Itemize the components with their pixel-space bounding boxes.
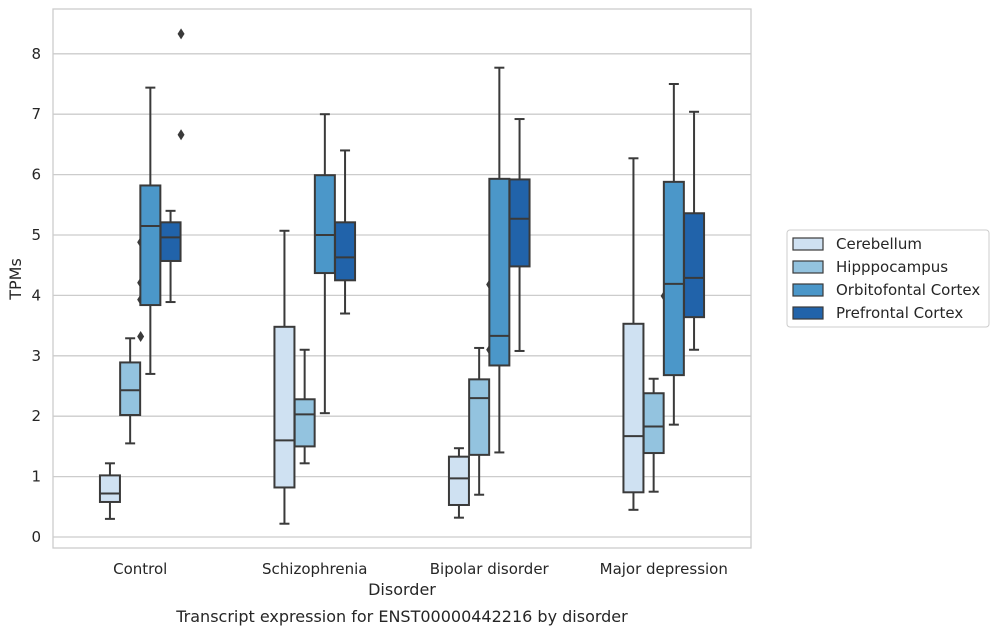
legend-label: Prefrontal Cortex: [836, 304, 963, 322]
y-tick-label: 5: [31, 226, 41, 244]
box-body: [98, 474, 121, 503]
y-axis-label: TPMs: [6, 258, 25, 301]
legend-frame: [786, 229, 990, 328]
legend-label: Hipppocampus: [836, 258, 948, 276]
y-tick-label: 3: [31, 347, 41, 365]
legend-label: Cerebellum: [836, 235, 922, 253]
box-body: [447, 455, 470, 506]
box-body: [468, 378, 491, 456]
box-orbitofontal-cortex: [662, 83, 685, 426]
x-tick-label: Schizophrenia: [262, 560, 367, 578]
box-body: [508, 178, 531, 268]
outlier-marker: [177, 129, 185, 141]
x-tick-label: Bipolar disorder: [430, 560, 550, 578]
box-body: [334, 221, 357, 282]
plot-frame: [52, 8, 752, 549]
box-groups: [98, 28, 706, 525]
legend-swatch: [792, 306, 824, 320]
x-axis-label: Disorder: [368, 580, 436, 599]
box-orbitofontal-cortex: [488, 66, 511, 454]
box-body: [139, 184, 162, 307]
box-prefrontal-cortex: [159, 28, 185, 304]
y-tick-label: 2: [31, 407, 41, 425]
box-body: [642, 392, 665, 455]
outlier-marker: [137, 330, 145, 342]
box-body: [488, 177, 511, 367]
y-tick-label: 4: [31, 286, 41, 304]
y-tick-label: 8: [31, 45, 41, 63]
legend-swatch: [792, 283, 824, 297]
box-hipppocampus: [468, 279, 494, 496]
chart-caption: Transcript expression for ENST0000044221…: [175, 607, 628, 626]
box-orbitofontal-cortex: [139, 86, 162, 375]
box-body: [622, 322, 645, 494]
legend-swatch: [792, 260, 824, 274]
box-hipppocampus: [119, 236, 145, 445]
box-hipppocampus: [293, 348, 316, 465]
x-tick-label: Control: [113, 560, 167, 578]
x-tick-label: Major depression: [600, 560, 728, 578]
legend: Cerebellum Hipppocampus Orbitofontal Corte…: [786, 229, 990, 328]
y-tick-label: 6: [31, 166, 41, 184]
x-tick-labels: Control Schizophrenia Bipolar disorder Majo…: [113, 560, 728, 578]
outlier-marker: [177, 28, 185, 40]
legend-swatch: [792, 237, 824, 251]
y-tick-label: 0: [31, 528, 41, 546]
box-body: [683, 212, 706, 319]
y-tick-label: 1: [31, 468, 41, 486]
box-orbitofontal-cortex: [313, 113, 336, 415]
box-prefrontal-cortex: [508, 118, 531, 352]
box-body: [159, 221, 182, 262]
box-cerebellum: [98, 462, 121, 520]
box-body: [313, 174, 336, 275]
box-body: [662, 180, 685, 377]
grid-lines: [53, 53, 751, 538]
y-tick-label: 7: [31, 105, 41, 123]
box-body: [119, 361, 142, 416]
box-prefrontal-cortex: [334, 149, 357, 315]
box-prefrontal-cortex: [683, 110, 706, 351]
legend-label: Orbitofontal Cortex: [836, 281, 980, 299]
box-body: [293, 398, 316, 448]
box-body: [273, 325, 296, 489]
y-tick-labels: 0 1 2 3 4 5 6 7 8: [31, 45, 41, 546]
box-cerebellum: [447, 447, 470, 519]
